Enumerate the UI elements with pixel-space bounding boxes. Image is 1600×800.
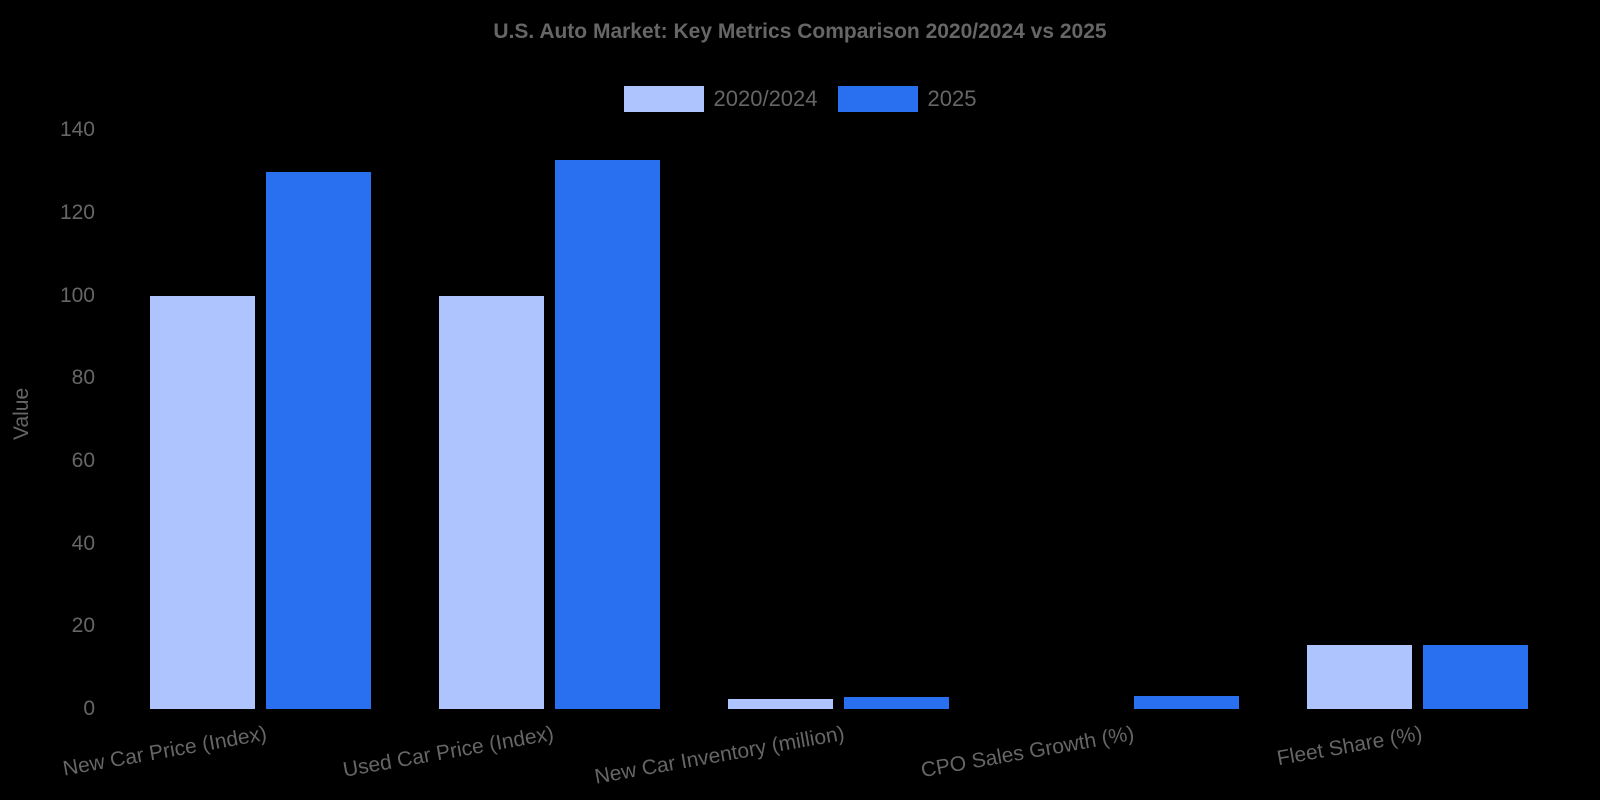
legend-item-2025[interactable]: 2025 xyxy=(837,86,977,112)
bar-2020-2024-0[interactable] xyxy=(150,296,255,709)
x-tick-label: Used Car Price (Index) xyxy=(341,722,556,782)
bar-2025-0[interactable] xyxy=(266,172,371,709)
y-tick: 60 xyxy=(71,449,95,472)
bar-2020-2024-2[interactable] xyxy=(728,699,833,709)
bar-2025-2[interactable] xyxy=(844,696,949,709)
x-tick-label: CPO Sales Growth (%) xyxy=(919,722,1136,783)
y-tick: 120 xyxy=(59,201,95,224)
legend-swatch-2025 xyxy=(837,86,918,112)
y-tick: 0 xyxy=(83,697,95,720)
legend-swatch-2020-2024 xyxy=(623,86,704,112)
x-tick-label: New Car Inventory (million) xyxy=(592,722,846,789)
x-tick-label: Fleet Share (%) xyxy=(1275,722,1424,771)
legend-label: 2020/2024 xyxy=(713,86,818,111)
legend: 2020/2024 2025 xyxy=(0,86,1600,112)
y-tick: 40 xyxy=(71,532,95,555)
bar-2020-2024-4[interactable] xyxy=(1307,644,1412,709)
y-tick: 80 xyxy=(71,366,95,389)
legend-item-2020-2024[interactable]: 2020/2024 xyxy=(623,86,818,112)
y-axis-label: Value xyxy=(10,387,33,440)
x-tick-label: New Car Price (Index) xyxy=(61,722,269,781)
bar-2025-4[interactable] xyxy=(1423,644,1528,709)
y-tick: 20 xyxy=(71,614,95,637)
legend-label: 2025 xyxy=(927,86,977,111)
bar-2025-3[interactable] xyxy=(1134,695,1239,709)
bar-2025-1[interactable] xyxy=(555,159,660,709)
bar-2020-2024-1[interactable] xyxy=(439,296,544,709)
chart-title: U.S. Auto Market: Key Metrics Comparison… xyxy=(493,20,1107,43)
y-tick: 140 xyxy=(59,118,95,141)
y-tick: 100 xyxy=(59,284,95,307)
